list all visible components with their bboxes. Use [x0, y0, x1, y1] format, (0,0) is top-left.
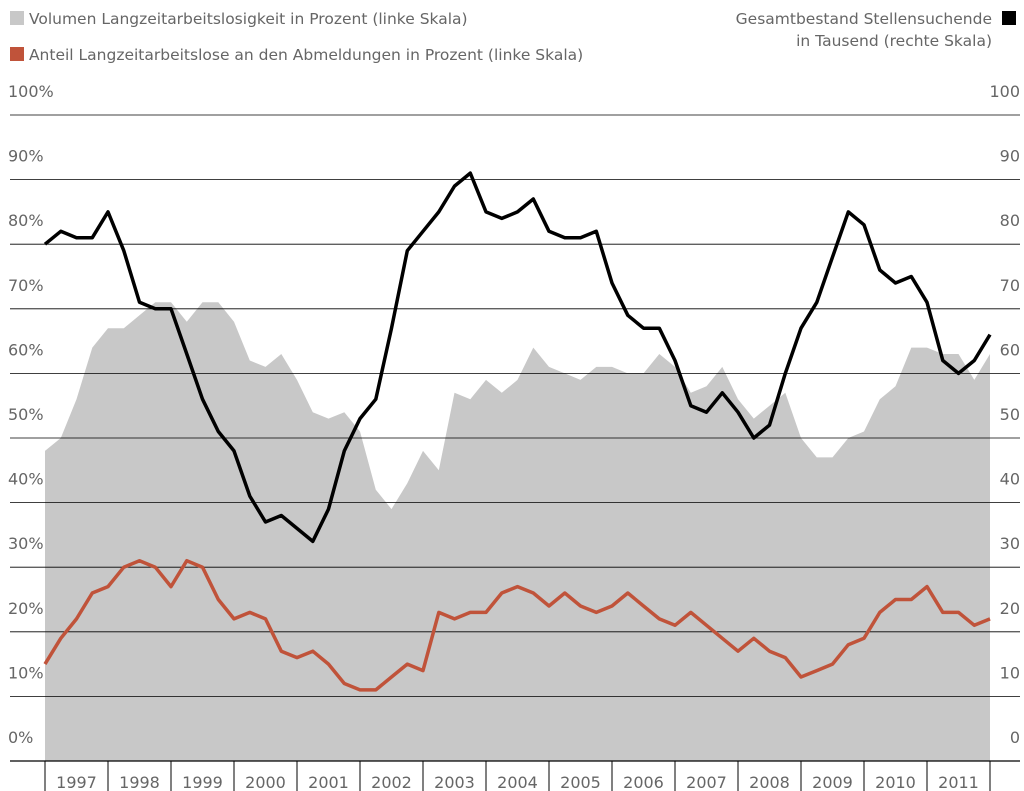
legend-item: Volumen Langzeitarbeitslosigkeit in Proz… — [10, 8, 468, 30]
x-tick-label: 2001 — [308, 773, 349, 791]
y-tick-label: 10% — [8, 663, 44, 682]
legend-label: Volumen Langzeitarbeitslosigkeit in Proz… — [28, 10, 468, 28]
y2-tick-label: 70 — [1000, 276, 1020, 295]
y2-tick-label: 10 — [1000, 663, 1020, 682]
legend-item: Gesamtbestand Stellensuchende in Tausend… — [716, 8, 1016, 52]
y-tick-label: 80% — [8, 211, 44, 230]
x-tick-label: 2011 — [938, 773, 979, 791]
legend-label: Anteil Langzeitarbeitslose an den Abmeld… — [28, 46, 584, 64]
y-tick-label: 20% — [8, 599, 44, 618]
legend-item: Anteil Langzeitarbeitslose an den Abmeld… — [10, 44, 583, 66]
y2-tick-label: 20 — [1000, 599, 1020, 618]
y-tick-label: 60% — [8, 340, 44, 359]
y-tick-label: 40% — [8, 470, 44, 489]
x-tick-label: 2007 — [686, 773, 727, 791]
y2-tick-label: 0 — [1010, 728, 1020, 747]
y-tick-label: 100% — [8, 82, 54, 101]
line — [43, 558, 991, 692]
legend-swatch — [10, 47, 24, 61]
x-tick-label: 2006 — [623, 773, 664, 791]
y2-tick-label: 90 — [1000, 147, 1020, 166]
y2-tick-label: 50 — [1000, 405, 1020, 424]
y2-tick-label: 100 — [989, 82, 1020, 101]
legend-swatch — [1002, 11, 1016, 25]
x-tick-label: 2003 — [434, 773, 475, 791]
legend-swatch — [10, 11, 24, 25]
x-tick-label: 1997 — [56, 773, 97, 791]
y2-tick-label: 40 — [1000, 470, 1020, 489]
y-tick-label: 0% — [8, 728, 33, 747]
x-tick-label: 2009 — [812, 773, 853, 791]
x-tick-label: 2004 — [497, 773, 538, 791]
x-tick-label: 2005 — [560, 773, 601, 791]
y-tick-label: 90% — [8, 147, 44, 166]
y2-tick-label: 80 — [1000, 211, 1020, 230]
y2-tick-label: 30 — [1000, 534, 1020, 553]
x-tick-label: 2010 — [875, 773, 916, 791]
y-tick-label: 50% — [8, 405, 44, 424]
y-tick-label: 70% — [8, 276, 44, 295]
x-tick-label: 2000 — [245, 773, 286, 791]
area — [45, 302, 990, 761]
x-tick-label: 2008 — [749, 773, 790, 791]
line — [43, 171, 992, 544]
x-tick-label: 1998 — [119, 773, 160, 791]
y-tick-label: 30% — [8, 534, 44, 553]
x-tick-label: 1999 — [182, 773, 223, 791]
y2-tick-label: 60 — [1000, 340, 1020, 359]
legend-label: Gesamtbestand Stellensuchende in Tausend… — [735, 10, 992, 50]
x-tick-label: 2002 — [371, 773, 412, 791]
